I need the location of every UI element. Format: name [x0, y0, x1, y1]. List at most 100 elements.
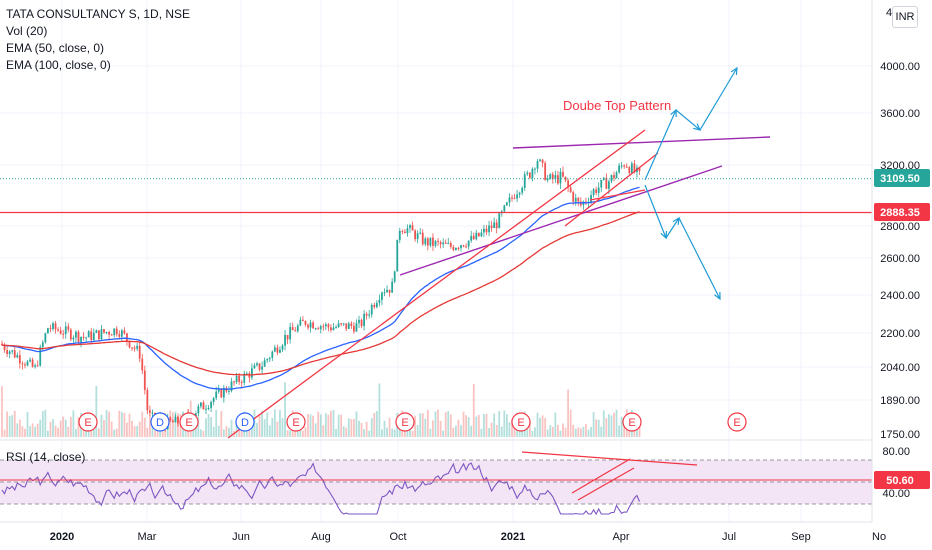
candle-body: [251, 368, 253, 378]
volume-bar: [360, 422, 363, 437]
candle-body: [557, 175, 559, 184]
earnings-marker[interactable]: E: [286, 412, 306, 432]
ema50-indicator-label[interactable]: EMA (50, close, 0): [6, 41, 105, 55]
drawings[interactable]: Doube Top Pattern: [0, 66, 872, 501]
candle-body: [363, 313, 365, 327]
candle-body: [230, 381, 233, 391]
earnings-marker[interactable]: E: [511, 412, 531, 432]
candle-body: [169, 417, 172, 421]
volume-bar: [197, 416, 200, 437]
candle-body: [347, 323, 350, 329]
volume-bar: [381, 429, 383, 437]
ema100-indicator-label[interactable]: EMA (100, close, 0): [6, 58, 111, 72]
volume-bar: [541, 415, 544, 437]
candle-body: [245, 373, 248, 375]
candle-body: [585, 201, 587, 203]
projection-arrow: [644, 184, 667, 239]
volume-bar: [171, 412, 174, 437]
volume-bar: [276, 421, 279, 437]
earnings-marker[interactable]: E: [179, 412, 199, 432]
candle-body: [485, 228, 488, 233]
volume-bar: [559, 430, 562, 437]
candle-body: [233, 381, 235, 383]
candle-body: [393, 271, 396, 282]
volume-bar: [309, 414, 312, 437]
candle-body: [330, 327, 332, 331]
volume-bar: [39, 419, 42, 437]
volume-bar: [549, 425, 552, 437]
volume-bar: [174, 411, 177, 437]
volume-bar: [207, 414, 210, 437]
candle-body: [263, 360, 266, 367]
volume-bar: [534, 427, 536, 437]
candle-body: [437, 240, 439, 243]
earnings-marker[interactable]: E: [395, 412, 415, 432]
candle-body: [256, 363, 258, 366]
volume-indicator-label[interactable]: Vol (20): [6, 24, 48, 38]
earnings-marker[interactable]: E: [727, 412, 747, 432]
candle-body: [406, 228, 409, 234]
volume-bar: [355, 411, 358, 437]
currency-button[interactable]: INR: [892, 6, 918, 28]
volume-bar: [6, 411, 8, 437]
volume-bar: [268, 425, 271, 437]
candle-body: [143, 370, 146, 390]
candle-body: [503, 205, 506, 212]
volume-bar: [100, 414, 103, 437]
volume-bar: [128, 413, 131, 437]
volume-bar: [595, 419, 598, 437]
volume-bar: [503, 410, 506, 437]
candle-body: [526, 172, 529, 175]
candle-body: [200, 402, 202, 407]
candle-body: [590, 195, 592, 202]
earnings-marker[interactable]: E: [622, 412, 642, 432]
volume-bar: [508, 422, 511, 437]
projection-arrow: [644, 109, 677, 181]
candle-body: [3, 345, 6, 351]
symbol-title[interactable]: TATA CONSULTANCY S, 1D, NSE: [6, 7, 191, 21]
volume-bar: [370, 418, 373, 437]
volume-bar: [521, 428, 524, 437]
candle-body: [630, 163, 633, 174]
candle-body: [375, 302, 378, 308]
volume-bar: [312, 415, 314, 437]
price-tick-label: 4000.00: [880, 61, 920, 73]
candle-body: [261, 366, 263, 370]
volume-bar: [126, 422, 128, 437]
volume-bar: [34, 426, 37, 437]
volume-bar: [347, 418, 350, 437]
volume-bar: [488, 428, 490, 437]
volume-bar: [245, 429, 248, 437]
projection-arrow: [678, 217, 721, 300]
candle-body: [291, 327, 294, 331]
candle-body: [276, 347, 279, 353]
volume-bar: [62, 416, 65, 437]
candle-body: [8, 351, 11, 354]
candle-body: [409, 225, 411, 229]
candle-body: [171, 420, 174, 423]
price-tick-label: 2200.00: [880, 328, 920, 340]
earnings-marker[interactable]: E: [78, 412, 98, 432]
dividend-marker[interactable]: D: [235, 412, 255, 432]
volume-bar: [95, 385, 98, 437]
volume-bar: [592, 412, 595, 437]
dividend-marker[interactable]: D: [150, 412, 170, 432]
candle-body: [108, 331, 110, 335]
volume-bar: [225, 426, 228, 437]
rsi-indicator-label[interactable]: RSI (14, close): [6, 450, 86, 464]
volume-bar: [475, 416, 478, 437]
price-tick-label: 3600.00: [880, 108, 920, 120]
volume-bar: [110, 421, 113, 437]
volume-bar: [24, 428, 26, 437]
volume-bar: [210, 417, 212, 437]
volume-bar: [18, 419, 21, 437]
candle-body: [345, 323, 348, 329]
volume-bar: [307, 414, 309, 437]
channel-trendline: [227, 129, 646, 439]
volume-bar: [477, 414, 480, 437]
volume-bar: [564, 427, 567, 437]
volume-bar: [340, 414, 343, 437]
volume-bar: [485, 413, 488, 437]
